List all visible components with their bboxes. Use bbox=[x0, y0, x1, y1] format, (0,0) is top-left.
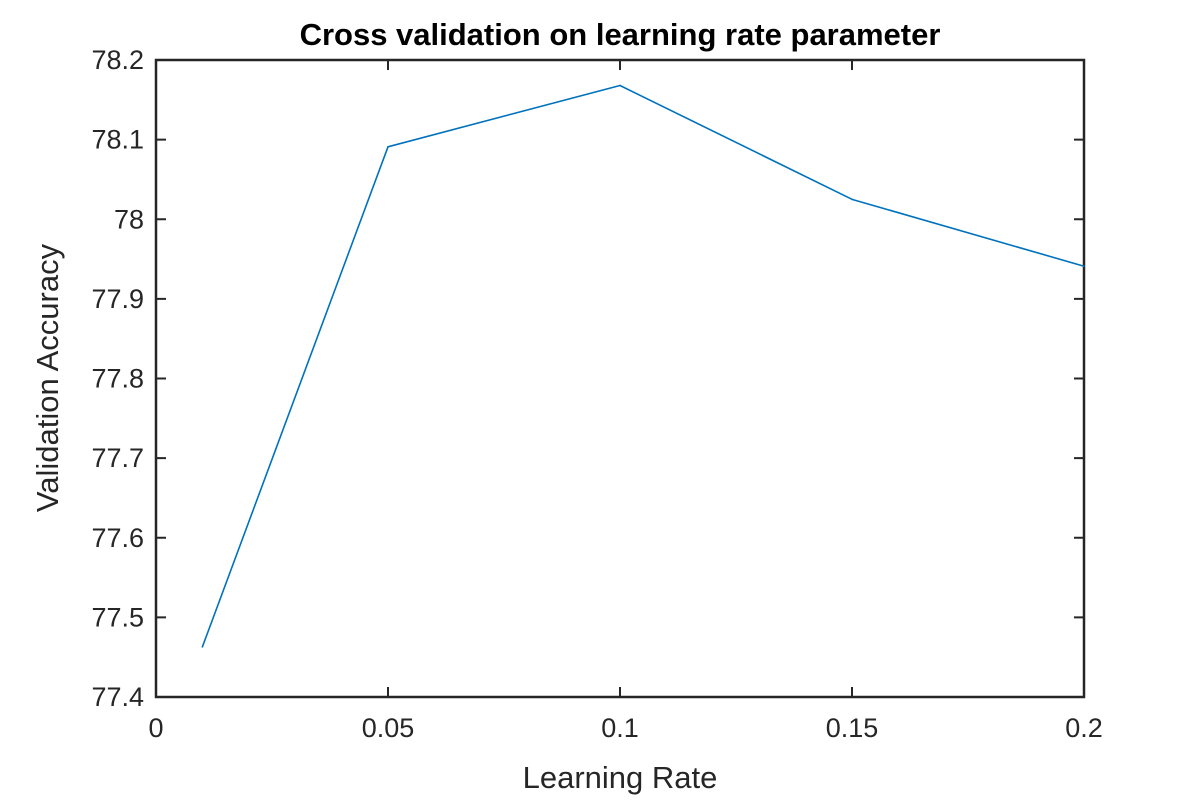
y-tick-label: 77.6 bbox=[91, 523, 144, 553]
y-tick-label: 77.5 bbox=[91, 602, 144, 632]
y-tick-label: 77.9 bbox=[91, 284, 144, 314]
x-tick-label: 0.05 bbox=[362, 713, 415, 743]
x-axis-label: Learning Rate bbox=[523, 760, 718, 795]
data-point bbox=[201, 646, 204, 648]
y-tick-label: 78.2 bbox=[91, 45, 144, 75]
y-tick-label: 78 bbox=[114, 204, 144, 234]
data-point bbox=[619, 84, 621, 87]
x-tick-label: 0.2 bbox=[1065, 713, 1103, 743]
plot-area: 0 0.05 0.1 0.15 0.2 77.4 77.5 77.6 77.7 77.8 77.9 7… bbox=[91, 45, 1102, 743]
y-tick-label: 77.7 bbox=[91, 443, 144, 473]
chart-title: Cross validation on learning rate parame… bbox=[300, 17, 941, 52]
y-tick-label: 77.8 bbox=[91, 364, 144, 394]
axes-box bbox=[154, 58, 1086, 699]
data-point bbox=[851, 198, 853, 201]
series-line bbox=[201, 84, 1085, 648]
y-tick-label: 77.4 bbox=[91, 682, 144, 712]
x-tick-label: 0.15 bbox=[826, 713, 879, 743]
x-tick-label: 0.1 bbox=[601, 713, 639, 743]
y-axis-label: Validation Accuracy bbox=[30, 243, 65, 512]
y-tick-label: 78.1 bbox=[91, 125, 144, 155]
x-tick-label: 0 bbox=[148, 713, 163, 743]
data-point bbox=[1083, 265, 1085, 268]
data-point bbox=[387, 145, 389, 148]
